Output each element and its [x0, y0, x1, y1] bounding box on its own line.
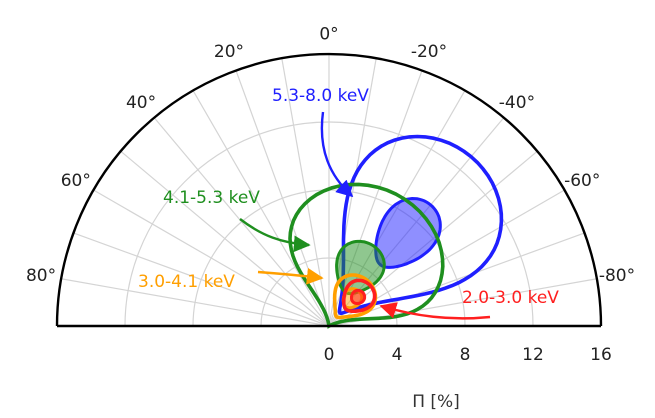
confidence-contours	[288, 134, 504, 329]
angle-tick-label: 0°	[319, 25, 338, 45]
contour-inner-0	[374, 196, 442, 269]
angle-tick-label: 80°	[26, 266, 56, 286]
contour-outer-3	[342, 278, 377, 313]
contour-outer-2	[332, 273, 378, 320]
polar-frame	[55, 52, 603, 328]
band-annotations	[239, 111, 491, 320]
radial-tick-label: 0	[324, 345, 335, 365]
contour-outer-0	[337, 134, 504, 315]
band-label-2-0-3-0: 2.0-3.0 keV	[462, 288, 559, 308]
tick-labels: 0 4 8 12 16 0° 20° -20° 40° -40° 60° -60° 80° -80°	[26, 25, 635, 365]
radial-tick-label: 16	[590, 345, 612, 365]
band-label-4-1-5-3: 4.1-5.3 keV	[163, 188, 260, 208]
annotation-arrow-2	[257, 267, 324, 285]
angle-tick-label: 60°	[61, 171, 91, 191]
grid-arc	[124, 121, 534, 327]
band-label-3-0-4-1: 3.0-4.1 keV	[138, 272, 235, 292]
outer-arc	[55, 52, 603, 327]
grid-arc	[260, 257, 398, 327]
angle-tick-label: -80°	[599, 266, 635, 286]
radial-tick-label: 12	[522, 345, 544, 365]
radial-tick-label: 4	[392, 345, 403, 365]
annotation-arrow-3	[379, 302, 491, 320]
x-axis-label: Π [%]	[412, 392, 460, 412]
band-label-5-3-8-0: 5.3-8.0 keV	[272, 86, 369, 106]
angle-tick-label: -60°	[564, 171, 600, 191]
contour-inner-3	[350, 288, 367, 305]
annotation-arrow-1	[239, 218, 311, 253]
angle-tick-label: -40°	[499, 93, 535, 113]
angle-tick-label: 20°	[214, 42, 244, 62]
annotation-arrow-0	[320, 111, 354, 198]
angle-tick-label: 40°	[126, 93, 156, 113]
radial-tick-label: 8	[460, 345, 471, 365]
angle-tick-label: -20°	[411, 42, 447, 62]
